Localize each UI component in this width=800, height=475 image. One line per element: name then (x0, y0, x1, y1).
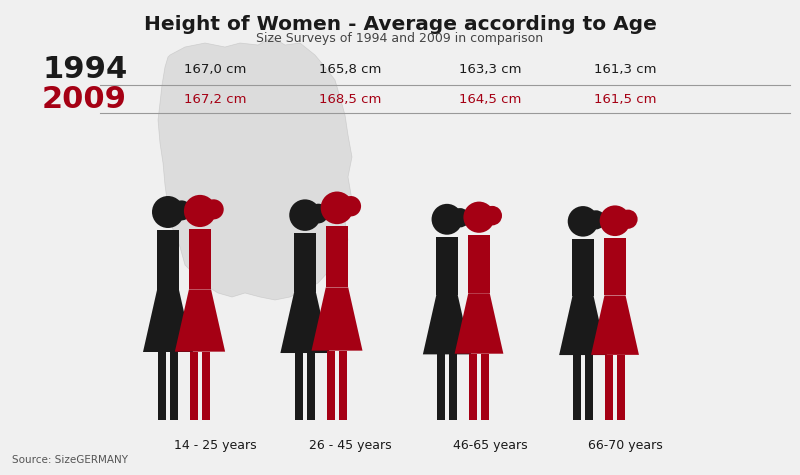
Polygon shape (311, 287, 362, 351)
Text: 46-65 years: 46-65 years (453, 438, 527, 452)
Circle shape (204, 200, 224, 219)
Text: 167,2 cm: 167,2 cm (184, 93, 246, 105)
Polygon shape (205, 203, 219, 218)
Circle shape (586, 210, 606, 229)
Circle shape (618, 209, 638, 229)
Circle shape (321, 191, 354, 224)
FancyBboxPatch shape (574, 355, 581, 420)
Polygon shape (454, 293, 503, 354)
Circle shape (431, 204, 462, 235)
FancyBboxPatch shape (585, 355, 593, 420)
Circle shape (309, 204, 328, 223)
FancyBboxPatch shape (189, 229, 211, 289)
Circle shape (341, 196, 361, 217)
Circle shape (184, 195, 216, 227)
Text: 14 - 25 years: 14 - 25 years (174, 438, 256, 452)
FancyBboxPatch shape (158, 352, 166, 420)
Polygon shape (619, 213, 634, 227)
Circle shape (482, 206, 502, 226)
Text: Height of Women - Average according to Age: Height of Women - Average according to A… (143, 15, 657, 34)
FancyBboxPatch shape (436, 237, 458, 294)
Polygon shape (452, 211, 466, 226)
FancyBboxPatch shape (157, 230, 179, 290)
FancyBboxPatch shape (294, 233, 316, 292)
FancyBboxPatch shape (326, 226, 348, 287)
Text: Size Surveys of 1994 and 2009 in comparison: Size Surveys of 1994 and 2009 in compari… (257, 32, 543, 45)
Circle shape (290, 200, 321, 231)
FancyBboxPatch shape (468, 235, 490, 293)
Circle shape (450, 208, 470, 228)
Polygon shape (559, 296, 607, 355)
Circle shape (568, 206, 598, 237)
Polygon shape (158, 37, 352, 300)
Text: 26 - 45 years: 26 - 45 years (309, 438, 391, 452)
FancyBboxPatch shape (481, 354, 489, 420)
FancyBboxPatch shape (202, 352, 210, 420)
Circle shape (463, 201, 494, 233)
FancyBboxPatch shape (438, 354, 445, 420)
FancyBboxPatch shape (605, 238, 626, 295)
FancyBboxPatch shape (449, 354, 457, 420)
FancyBboxPatch shape (573, 238, 594, 296)
FancyBboxPatch shape (617, 355, 625, 420)
Text: 163,3 cm: 163,3 cm (458, 64, 522, 76)
Polygon shape (143, 290, 193, 352)
Text: 161,5 cm: 161,5 cm (594, 93, 656, 105)
Circle shape (171, 200, 192, 220)
Text: 167,0 cm: 167,0 cm (184, 64, 246, 76)
Text: Source: SizeGERMANY: Source: SizeGERMANY (12, 455, 128, 465)
Text: 168,5 cm: 168,5 cm (319, 93, 381, 105)
Text: 66-70 years: 66-70 years (588, 438, 662, 452)
Circle shape (152, 196, 184, 228)
Polygon shape (484, 209, 498, 223)
Polygon shape (175, 289, 225, 352)
FancyBboxPatch shape (295, 353, 303, 420)
FancyBboxPatch shape (327, 351, 335, 420)
Circle shape (600, 205, 630, 236)
FancyBboxPatch shape (470, 354, 477, 420)
Polygon shape (423, 294, 471, 354)
Polygon shape (173, 204, 187, 219)
FancyBboxPatch shape (170, 352, 178, 420)
Text: 164,5 cm: 164,5 cm (459, 93, 521, 105)
Text: 161,3 cm: 161,3 cm (594, 64, 656, 76)
Polygon shape (591, 295, 639, 355)
FancyBboxPatch shape (190, 352, 198, 420)
Polygon shape (587, 214, 602, 228)
Text: 2009: 2009 (42, 85, 127, 114)
Text: 1994: 1994 (42, 56, 127, 85)
Polygon shape (280, 292, 330, 353)
FancyBboxPatch shape (307, 353, 315, 420)
Text: 165,8 cm: 165,8 cm (319, 64, 381, 76)
Polygon shape (342, 200, 357, 214)
FancyBboxPatch shape (339, 351, 347, 420)
FancyBboxPatch shape (606, 355, 613, 420)
Polygon shape (310, 207, 324, 221)
